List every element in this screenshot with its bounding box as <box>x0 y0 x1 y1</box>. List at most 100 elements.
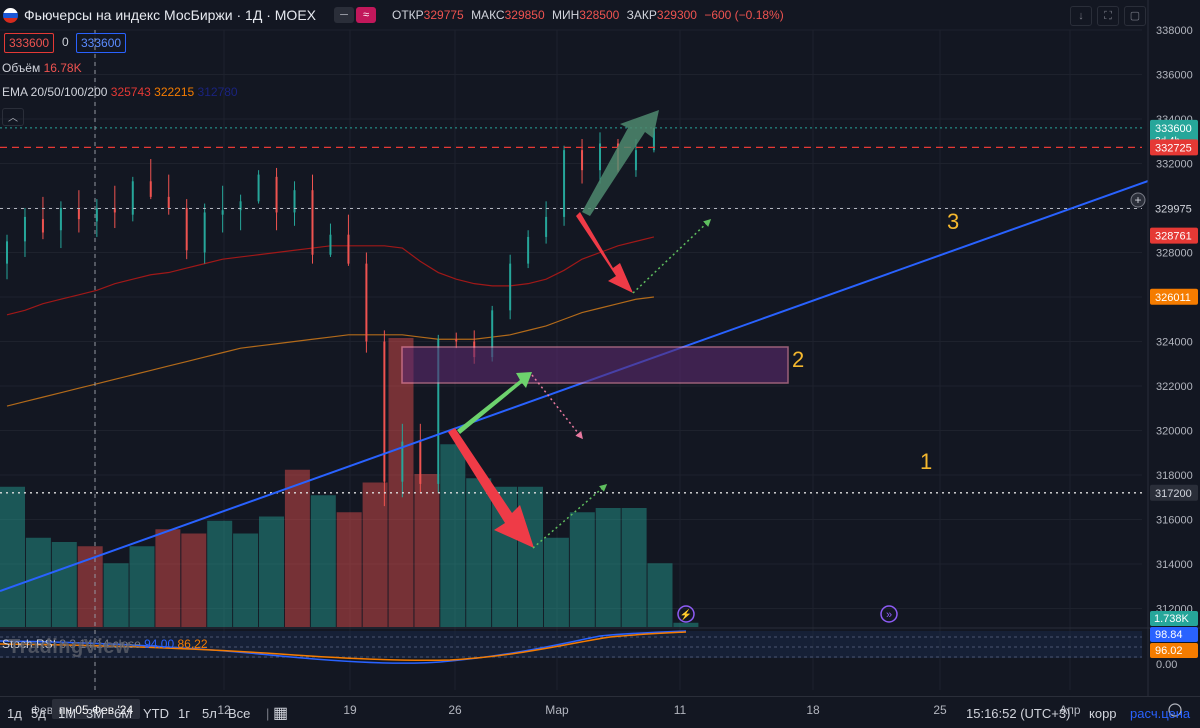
stoch-zero-label: 0.00 <box>1156 659 1177 671</box>
candle-body <box>167 196 170 208</box>
stoch-k-label: 98.84 <box>1155 629 1183 641</box>
dotted-arrow-pink <box>531 374 583 440</box>
y-tick-label: 316000 <box>1156 515 1193 527</box>
range-5y[interactable]: 5л <box>202 706 217 721</box>
dash-icon[interactable]: ─ <box>334 7 354 23</box>
price-label: 326011 <box>1155 292 1191 304</box>
y-tick-label: 336000 <box>1156 70 1193 82</box>
arrow-down-red <box>448 428 534 548</box>
volume-bar <box>388 338 414 627</box>
forward-glyph: » <box>886 609 892 621</box>
volume-bar <box>621 508 647 627</box>
collapse-legend-icon[interactable]: ︿ <box>2 108 24 126</box>
candle-body <box>581 150 584 171</box>
candle-body <box>77 208 80 220</box>
y-tick-label: 328000 <box>1156 248 1193 260</box>
trendline <box>0 180 1149 592</box>
volume-bar <box>284 469 310 627</box>
fullscreen-icon[interactable]: ⛶ <box>1097 6 1119 26</box>
screenshot-icon[interactable]: ▢ <box>1124 6 1146 26</box>
spread-value: 0 <box>62 35 69 49</box>
x-tick-label: Мар <box>545 703 569 717</box>
y-tick-label: 314000 <box>1156 559 1193 571</box>
volume-bar <box>518 486 543 627</box>
candle-body <box>239 201 242 211</box>
candle-body <box>113 208 116 213</box>
change-value: −600 (−0.18%) <box>704 8 784 22</box>
candle-body <box>257 174 260 202</box>
range-5d[interactable]: 5д <box>31 706 46 721</box>
y-tick-label: 322000 <box>1156 381 1193 393</box>
volume-bar <box>155 529 181 627</box>
range-1m[interactable]: 1М <box>58 706 77 721</box>
candle-body <box>95 208 98 222</box>
range-6m[interactable]: 6М <box>114 706 133 721</box>
volume-bar <box>259 516 284 627</box>
x-tick-label: 18 <box>806 703 820 717</box>
candle-body <box>185 208 188 251</box>
range-3m[interactable]: 3М <box>86 706 105 721</box>
candle-body <box>365 263 368 342</box>
add-level-glyph: + <box>1134 193 1141 207</box>
volume-bar <box>362 482 388 627</box>
volume-bar <box>569 512 595 627</box>
price-label-bg <box>1150 200 1198 217</box>
bottom-toolbar: 1д 5д 1М 3М 6М YTD 1г 5л Все | ▦ 15:16:5… <box>0 696 1200 728</box>
volume-bar <box>25 537 51 627</box>
price-label: 329975 <box>1155 204 1192 216</box>
range-all[interactable]: Все <box>228 706 251 721</box>
volume-bar <box>595 508 621 627</box>
volume-bar <box>336 512 362 627</box>
zone-rect <box>401 346 789 384</box>
volume-label-bg <box>1150 611 1198 626</box>
candle-body <box>545 216 548 237</box>
volume-bar <box>233 533 259 627</box>
candle-body <box>41 219 44 233</box>
range-ytd[interactable]: YTD <box>143 706 169 721</box>
volume-bar <box>466 478 492 627</box>
annotation-2: 2 <box>792 347 804 372</box>
volume-bar <box>0 486 25 627</box>
stoch-k-label-bg <box>1150 627 1198 642</box>
candle-body <box>59 208 62 231</box>
x-tick-label: 25 <box>933 703 947 717</box>
y-tick-label: 338000 <box>1156 25 1193 37</box>
dotted-arrow-green-2 <box>632 218 712 294</box>
range-1d[interactable]: 1д <box>7 706 22 721</box>
price-label-bg <box>1150 484 1198 501</box>
candle-body <box>634 150 637 171</box>
stoch-d-label-bg <box>1150 643 1198 658</box>
ohlc-readout: ОТКР329775 МАКС329850 МИН328500 ЗАКР3293… <box>392 8 784 22</box>
x-tick-label: Апр <box>1059 703 1081 717</box>
scroll-down-icon[interactable]: ↓ <box>1070 6 1092 26</box>
volume-bar <box>207 520 233 627</box>
x-tick-label: 26 <box>448 703 462 717</box>
volume-bar <box>51 542 77 627</box>
range-1y[interactable]: 1г <box>178 706 190 721</box>
volume-bar <box>543 537 569 627</box>
candle-body <box>527 236 530 264</box>
volume-bar <box>673 622 699 627</box>
y-tick-label: 318000 <box>1156 470 1193 482</box>
calc-price-toggle[interactable]: расч.цена <box>1130 706 1191 721</box>
candle-body <box>221 210 224 215</box>
ema-100-line <box>6 296 654 407</box>
candle-body <box>563 150 566 217</box>
russia-flag-icon <box>3 7 18 23</box>
buy-button[interactable]: 333600 <box>76 33 127 53</box>
volume-bar <box>129 546 155 627</box>
candle-body <box>131 181 134 215</box>
annotation-1: 1 <box>920 449 932 474</box>
correction-toggle[interactable]: корр <box>1089 706 1117 721</box>
symbol-title[interactable]: Фьючерсы на индекс МосБиржи · 1Д · MOEX <box>24 7 316 23</box>
wave-icon[interactable]: ≈ <box>356 7 376 23</box>
y-tick-label: 320000 <box>1156 426 1193 438</box>
arrow-up-green <box>457 372 532 434</box>
sell-button[interactable]: 333600 <box>4 33 55 53</box>
candle-body <box>491 310 494 358</box>
price-label-bg <box>1150 288 1198 305</box>
x-tick-label: Фев <box>31 703 53 717</box>
clock-readout[interactable]: 15:16:52 (UTC+3) <box>966 706 1071 721</box>
calendar-icon[interactable]: ▦ <box>273 705 289 722</box>
